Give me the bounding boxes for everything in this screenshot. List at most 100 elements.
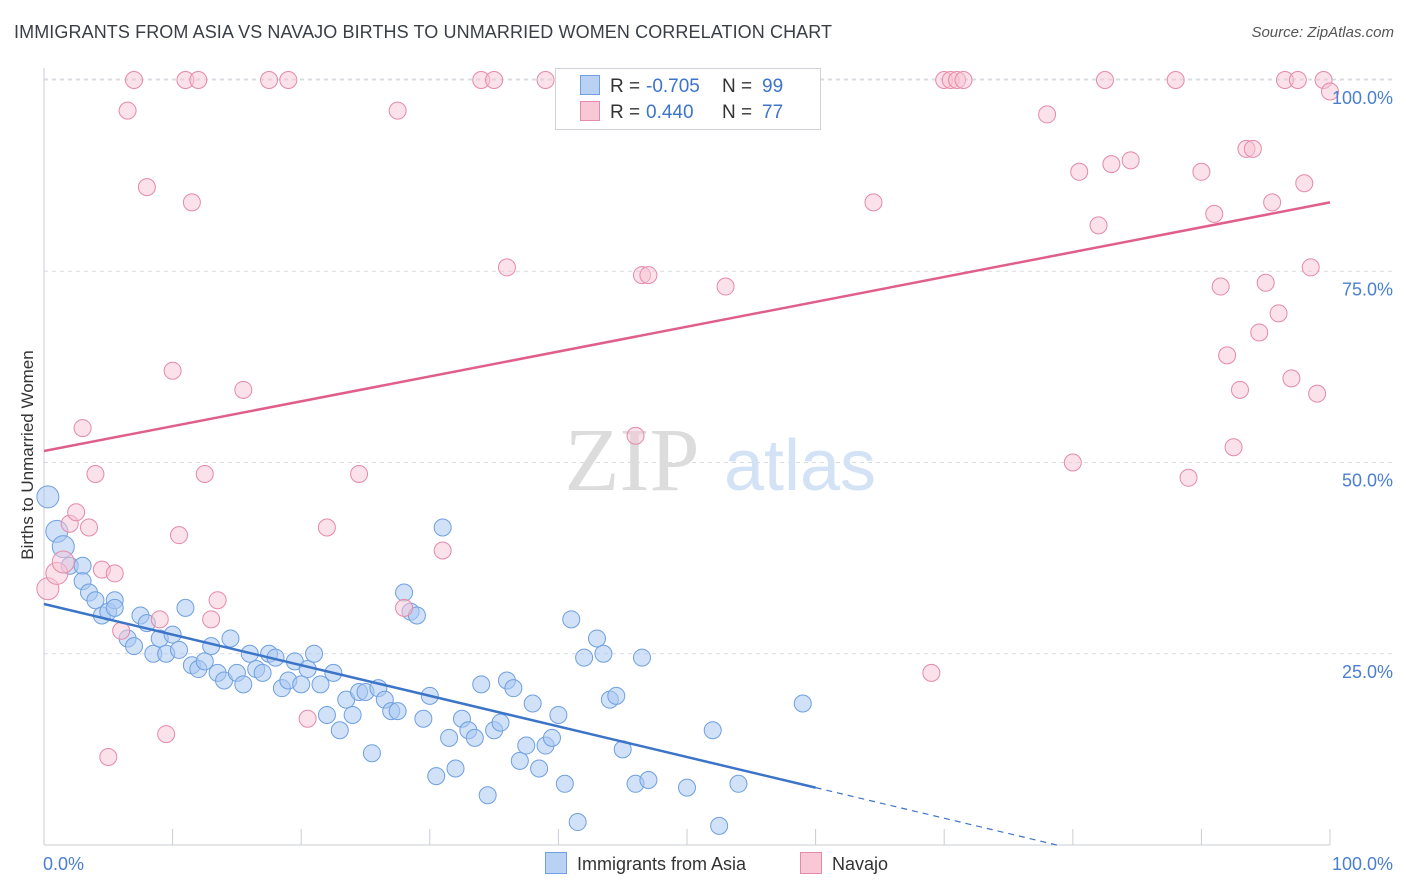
legend-item-navajo: Navajo [800,852,888,875]
navajo-point [1102,155,1121,174]
stats-legend: R = -0.705 N = 99 R = 0.440 N = 77 [555,68,821,130]
asia-point [478,786,497,805]
navajo-point [1288,71,1307,89]
r-label: R = [610,76,641,97]
x-tick-label: 100.0% [1332,854,1393,874]
navajo-point [73,419,92,438]
axes [43,68,1331,846]
asia-point [388,702,407,721]
n-label: N = [722,76,753,97]
navajo-point [137,178,156,197]
n-value-navajo: 77 [762,102,784,123]
asia-point [594,644,613,663]
navajo-point [1070,162,1089,181]
asia-point [510,751,529,770]
source-label: Source: ZipAtlas.com [1251,24,1394,41]
navajo-point [157,725,176,744]
navajo-point [1063,453,1082,472]
y-tick-label: 100.0% [1332,88,1393,108]
asia-point [555,774,574,793]
r-value-navajo: 0.440 [646,102,694,123]
navajo-point [395,598,414,617]
asia-point [305,644,324,663]
navajo-point [433,541,452,560]
y-tick-label: 50.0% [1342,471,1393,491]
navajo-point [208,591,227,610]
asia-point [575,648,594,667]
asia-point [330,721,349,740]
navajo-point [954,71,973,89]
navajo-point [260,71,279,89]
legend-swatch-asia [580,75,600,95]
navajo-point [1321,82,1339,101]
navajo-point [298,709,317,728]
asia-point [427,767,446,786]
asia-point [36,485,60,509]
navajo-point [99,748,118,767]
asia-point [234,675,253,694]
navajo-point [485,71,504,89]
asia-point [433,518,452,537]
navajo-point [125,71,144,89]
navajo-point [536,71,555,89]
navajo-point [626,426,645,445]
asia-point [472,675,491,694]
legend-label-asia: Immigrants from Asia [577,854,747,874]
asia-trend-extension [815,787,1061,847]
navajo-point [1230,380,1249,399]
asia-point [317,705,336,724]
navajo-point [1224,438,1243,457]
asia-point [343,705,362,724]
legend-swatch-asia [545,852,567,874]
legend-row-asia: R = -0.705 N = 99 [580,75,783,101]
navajo-point [1218,346,1237,365]
asia-point [504,679,523,698]
navajo-point [1263,193,1282,212]
legend-label-navajo: Navajo [832,854,889,874]
asia-point [176,598,195,617]
asia-point [710,816,729,835]
legend-item-asia: Immigrants from Asia [545,852,746,875]
navajo-point [150,610,169,629]
asia-point [639,770,658,789]
asia-point [170,640,189,659]
asia-point [793,694,812,713]
navajo-point [1282,369,1301,388]
asia-point [125,637,144,656]
navajo-point [497,258,516,277]
navajo-point [716,277,735,296]
asia-point [678,778,696,797]
asia-point [517,736,536,755]
navajo-point [118,101,137,120]
navajo-point [1301,258,1320,277]
asia-point [221,629,240,648]
navajo-point [1179,468,1198,487]
asia-point [523,694,542,713]
asia-point [607,686,626,705]
asia-point [292,675,311,694]
chart-title: IMMIGRANTS FROM ASIA VS NAVAJO BIRTHS TO… [14,22,833,42]
y-tick-label: 25.0% [1342,662,1393,682]
r-value-asia: -0.705 [646,76,700,97]
asia-point [587,629,606,648]
asia-point [395,583,414,602]
navajo-point [1269,304,1288,323]
navajo-point [350,464,369,483]
y-axis-label: Births to Unmarried Women [18,350,37,559]
gridlines [44,78,1395,655]
navajo-point [1256,273,1275,292]
navajo-point [1121,151,1140,170]
trend-lines [43,201,1331,847]
navajo-point [182,193,201,212]
navajo-point [86,464,105,483]
navajo-trend-line [43,201,1331,453]
navajo-point [1211,277,1230,296]
asia-point [530,759,549,778]
asia-point [562,610,581,629]
asia-point [414,709,433,728]
navajo-point [234,380,253,399]
navajo-point [163,361,182,380]
asia-point [86,591,105,610]
navajo-point [1095,71,1114,89]
